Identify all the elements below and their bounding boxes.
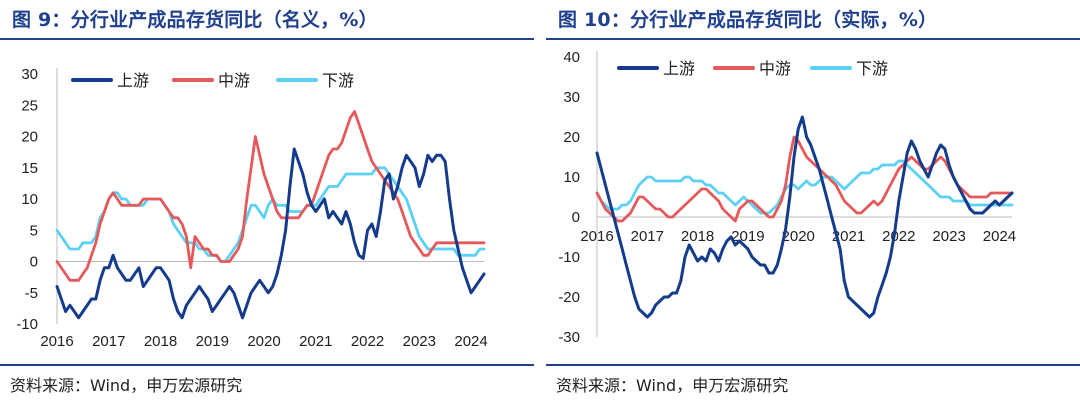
y-tick-label: 20 [563, 129, 580, 146]
y-tick-label: -5 [25, 285, 38, 302]
legend-label: 中游 [218, 72, 250, 90]
x-tick-label: 2021 [299, 333, 332, 350]
x-tick-label: 2023 [932, 228, 965, 245]
x-tick-label: 2018 [144, 333, 177, 350]
y-tick-label: 25 [21, 97, 38, 114]
y-tick-label: -10 [16, 316, 38, 333]
x-tick-label: 2016 [580, 228, 613, 245]
y-tick-label: 0 [30, 254, 38, 271]
y-tick-label: -10 [558, 249, 580, 266]
title-rule [0, 38, 534, 40]
nominal-inventory-chart: -10 -5 0 5 10 15 20 25 30 2016 2017 2018 2019 2020 202… [16, 66, 487, 350]
series-line-downstream [55, 166, 486, 263]
y-tick-label: -30 [558, 329, 580, 346]
y-tick-label: -20 [558, 289, 580, 306]
y-tick-label: 30 [21, 66, 38, 83]
series-line-upstream [55, 147, 486, 320]
source-rule [546, 364, 1080, 366]
x-tick-label: 2024 [983, 228, 1016, 245]
source-note: 资料来源：Wind，申万宏源研究 [10, 376, 243, 395]
title-rule [546, 38, 1080, 40]
series-line-midstream [55, 110, 486, 282]
x-tick-label: 2016 [40, 333, 73, 350]
chart-title: 图 10：分行业产成品存货同比（实际，%） [558, 9, 938, 31]
series-line-midstream [595, 135, 1014, 223]
x-tick-label: 2020 [247, 333, 280, 350]
chart-title: 图 9：分行业产成品存货同比（名义，%） [12, 9, 378, 31]
legend-label: 上游 [117, 72, 149, 90]
x-tick-label: 2019 [196, 333, 229, 350]
legend-label: 下游 [856, 60, 888, 78]
y-tick-label: 10 [21, 191, 38, 208]
legend-label: 下游 [322, 72, 354, 90]
x-tick-label: 2018 [681, 228, 714, 245]
y-tick-label: 15 [21, 160, 38, 177]
chart-panel-real: 图 10：分行业产成品存货同比（实际，%） -30 -20 -10 0 10 20 30 40… [546, 0, 1080, 401]
x-tick-label: 2024 [454, 333, 487, 350]
x-tick-label: 2021 [832, 228, 865, 245]
chart-panel-nominal: 图 9：分行业产成品存货同比（名义，%） -10 -5 0 5 10 15 20 25 30 20… [0, 0, 534, 401]
y-tick-label: 0 [572, 209, 580, 226]
source-note: 资料来源：Wind，申万宏源研究 [556, 376, 789, 395]
x-tick-label: 2023 [403, 333, 436, 350]
x-tick-label: 2022 [351, 333, 384, 350]
x-tick-label: 2020 [782, 228, 815, 245]
legend-label: 中游 [759, 60, 791, 78]
series-line-upstream [595, 115, 1014, 319]
x-tick-label: 2017 [92, 333, 125, 350]
y-tick-label: 5 [30, 222, 38, 239]
y-tick-label: 30 [563, 89, 580, 106]
y-tick-label: 20 [21, 129, 38, 146]
x-tick-label: 2022 [882, 228, 915, 245]
x-tick-label: 2017 [631, 228, 664, 245]
legend-label: 上游 [663, 60, 695, 78]
series-line-downstream [595, 159, 1014, 215]
y-tick-label: 10 [563, 169, 580, 186]
y-tick-label: 40 [563, 49, 580, 66]
source-rule [0, 364, 534, 366]
